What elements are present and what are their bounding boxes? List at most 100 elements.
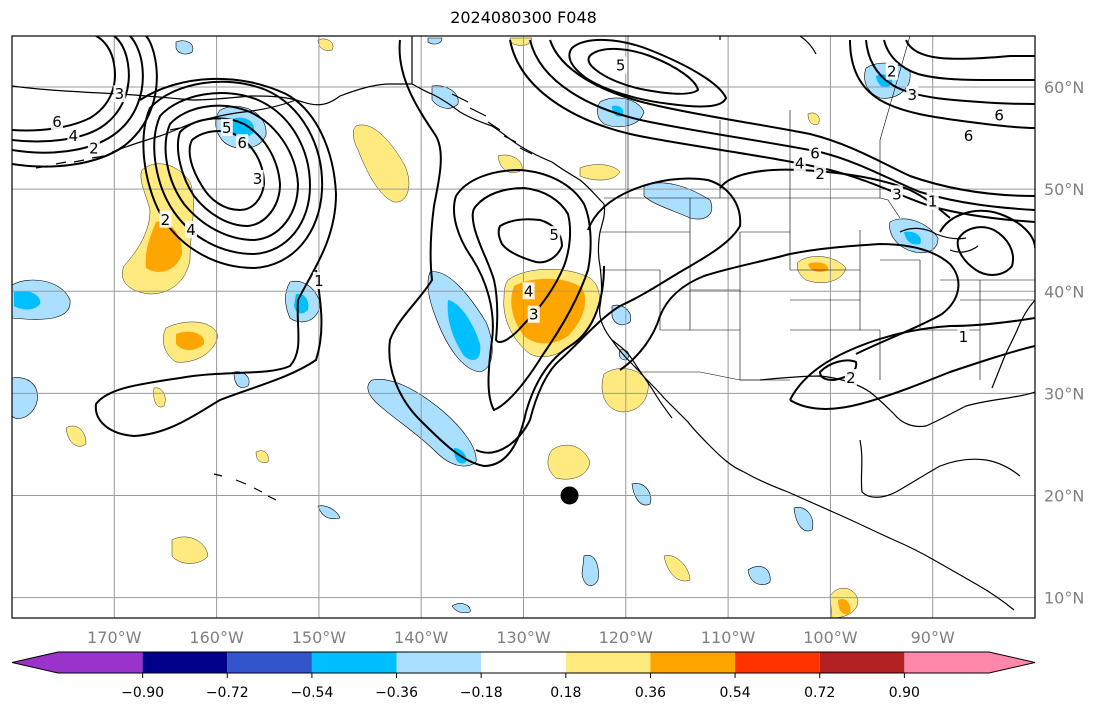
contour-label: 2 bbox=[844, 369, 857, 387]
contour-line bbox=[12, 36, 116, 132]
contour-line bbox=[188, 130, 266, 212]
contour-label: 4 bbox=[67, 127, 80, 145]
contour-line bbox=[549, 39, 1035, 197]
negative-anomaly-area bbox=[12, 377, 38, 419]
contour-line bbox=[568, 39, 728, 108]
positive-anomaly-area bbox=[145, 221, 182, 272]
contour-label: 3 bbox=[890, 185, 903, 203]
positive-anomaly-area bbox=[579, 164, 621, 181]
positive-anomaly-area bbox=[663, 555, 691, 582]
aleutian-islands bbox=[35, 127, 181, 169]
contour-label: 6 bbox=[51, 112, 64, 131]
colorbar bbox=[11, 651, 1036, 678]
longitude-label: 130°W bbox=[496, 628, 551, 647]
colorbar-tick-labels: −0.90 −0.72 −0.54 −0.36 −0.18 0.18 0.36 0.54 0.7… bbox=[121, 685, 920, 701]
longitude-label: 110°W bbox=[701, 628, 756, 647]
contour-label: 5 bbox=[220, 119, 233, 137]
contour-label: 2 bbox=[885, 63, 898, 81]
alaska-coastline bbox=[12, 83, 605, 205]
negative-anomaly-area bbox=[747, 566, 771, 585]
colorbar-segment bbox=[904, 652, 989, 673]
map-frame bbox=[11, 35, 1036, 619]
anomaly-shading bbox=[12, 37, 939, 618]
colorbar-tick-label: 0.36 bbox=[635, 685, 666, 701]
colorbar-segment bbox=[311, 652, 397, 673]
graticule bbox=[12, 36, 1035, 618]
contour-line bbox=[388, 39, 605, 468]
positive-anomaly-area bbox=[838, 598, 851, 615]
contour-line bbox=[883, 39, 1035, 82]
contour-label: 6 bbox=[962, 127, 975, 145]
svg-text:6: 6 bbox=[964, 127, 974, 145]
svg-text:2: 2 bbox=[887, 63, 897, 81]
colorbar-tick-label: 0.90 bbox=[889, 685, 920, 701]
svg-text:6: 6 bbox=[810, 144, 820, 162]
colorbar-tick-label: −0.90 bbox=[121, 685, 164, 701]
contour-label: 4 bbox=[522, 282, 535, 300]
yucatan-coast bbox=[859, 439, 1021, 498]
contour-label: 1 bbox=[957, 328, 970, 346]
svg-text:1: 1 bbox=[928, 192, 938, 210]
contour-label: 3 bbox=[251, 169, 264, 188]
svg-text:1: 1 bbox=[314, 272, 324, 290]
positive-anomaly-area bbox=[153, 387, 166, 408]
colorbar-tick-label: −0.72 bbox=[206, 685, 249, 701]
longitude-label: 90°W bbox=[911, 628, 955, 647]
latitude-label: 30°N bbox=[1044, 384, 1084, 403]
mexico-border bbox=[640, 371, 760, 381]
contour-line bbox=[12, 36, 130, 143]
east-coast bbox=[991, 299, 1035, 389]
svg-text:1: 1 bbox=[959, 328, 969, 346]
svg-text:6: 6 bbox=[52, 113, 62, 131]
negative-anomaly-area bbox=[317, 505, 341, 519]
contour-line bbox=[789, 317, 1035, 410]
contour-line bbox=[956, 226, 1014, 276]
map-title: 2024080300 F048 bbox=[450, 8, 597, 27]
canada-provinces bbox=[627, 36, 911, 198]
contour-label: 4 bbox=[793, 154, 806, 173]
contour-label: 2 bbox=[159, 210, 172, 229]
positive-anomaly-area bbox=[509, 37, 533, 46]
longitude-label: 160°W bbox=[189, 628, 244, 647]
contour-label: 1 bbox=[312, 272, 325, 290]
latitude-tick-labels: 10°N 20°N 30°N 40°N 50°N 60°N bbox=[1044, 78, 1084, 608]
negative-anomaly-area bbox=[611, 304, 632, 326]
contour-label: 1 bbox=[926, 192, 939, 210]
positive-anomaly-area bbox=[601, 368, 649, 413]
positive-anomaly-area bbox=[353, 124, 410, 203]
positive-anomaly-area bbox=[807, 112, 820, 125]
contour-line bbox=[475, 177, 742, 454]
contour-label: 3 bbox=[906, 86, 919, 104]
svg-text:2: 2 bbox=[161, 211, 171, 229]
us-canada-border bbox=[604, 197, 901, 219]
negative-anomaly-area bbox=[631, 483, 652, 506]
svg-text:3: 3 bbox=[907, 86, 917, 104]
negative-anomaly-area bbox=[431, 85, 459, 109]
contour-label: 5 bbox=[614, 56, 627, 75]
contour-label: 4 bbox=[185, 221, 198, 239]
colorbar-segment bbox=[396, 652, 482, 673]
negative-anomaly-area bbox=[904, 231, 921, 245]
svg-text:3: 3 bbox=[892, 185, 902, 203]
svg-text:5: 5 bbox=[549, 226, 559, 244]
colorbar-tick-label: −0.18 bbox=[460, 685, 503, 701]
svg-text:6: 6 bbox=[237, 134, 247, 152]
negative-anomaly-area bbox=[230, 117, 255, 138]
contour-label: 6 bbox=[993, 106, 1006, 125]
contour-label: 2 bbox=[814, 164, 827, 183]
positive-anomaly-area bbox=[255, 450, 269, 463]
contour-line bbox=[509, 39, 1035, 223]
svg-text:4: 4 bbox=[795, 155, 805, 173]
colorbar-tick-label: 0.54 bbox=[720, 685, 751, 701]
contour-line bbox=[939, 209, 1035, 249]
colorbar-extend-high bbox=[989, 652, 1035, 673]
positive-anomaly-area bbox=[176, 331, 205, 350]
great-lakes bbox=[899, 227, 979, 253]
negative-anomaly-area bbox=[447, 300, 481, 360]
contour-line bbox=[471, 186, 572, 343]
negative-anomaly-area bbox=[643, 182, 712, 220]
longitude-label: 120°W bbox=[599, 628, 654, 647]
longitude-label: 170°W bbox=[87, 628, 142, 647]
